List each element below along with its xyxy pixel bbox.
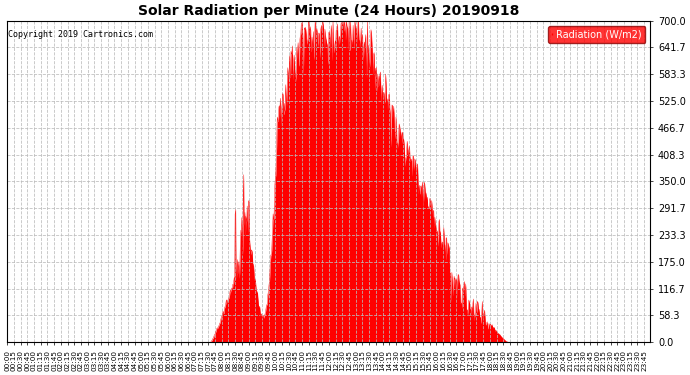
Title: Solar Radiation per Minute (24 Hours) 20190918: Solar Radiation per Minute (24 Hours) 20… — [138, 4, 520, 18]
Text: Copyright 2019 Cartronics.com: Copyright 2019 Cartronics.com — [8, 30, 153, 39]
Legend: Radiation (W/m2): Radiation (W/m2) — [548, 26, 645, 44]
